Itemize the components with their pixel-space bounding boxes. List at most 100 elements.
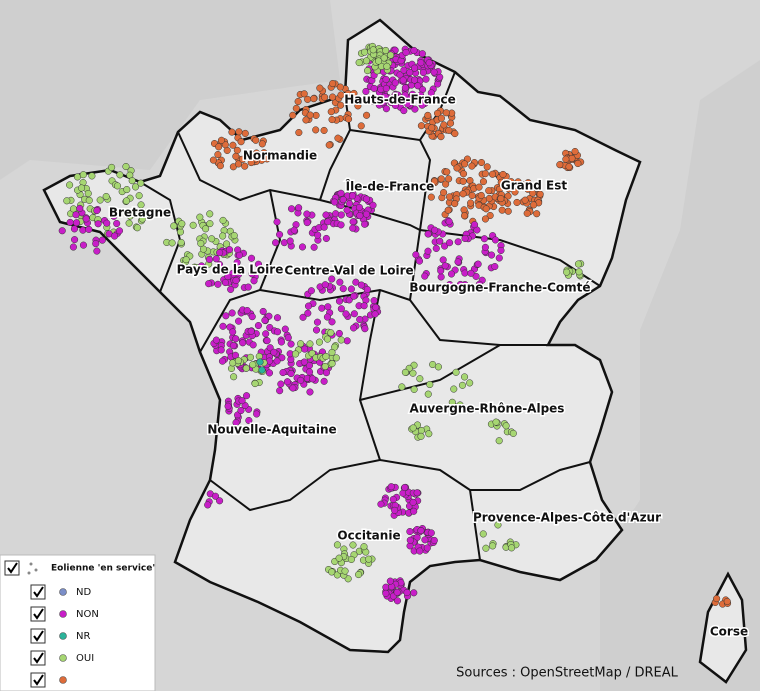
turbine-dot [320,377,328,385]
turbine-dot [110,212,118,220]
turbine-dot [225,246,234,254]
turbine-dot [485,194,493,202]
turbine-dot [337,211,345,219]
turbine-dot [382,589,390,597]
turbine-dot [85,225,93,233]
turbine-dot [364,67,372,75]
legend-title: Eolienne 'en service' [51,564,155,574]
region-label: Provence-Alpes-Côte d'Azur [473,511,661,525]
turbine-dot [489,542,497,550]
turbine-dot [504,207,512,215]
turbine-dot [277,380,285,388]
turbine-dot [286,237,294,245]
turbine-dot [245,416,253,425]
turbine-dot [349,224,357,232]
turbine-dot [249,361,257,369]
turbine-dot [232,335,240,343]
turbine-dot [209,156,217,164]
turbine-dot [331,198,339,206]
turbine-dot [241,129,249,137]
turbine-dot [342,310,350,318]
turbine-dot [273,218,281,226]
turbine-dot [252,136,260,144]
turbine-dot [362,195,370,203]
turbine-dot [335,554,343,562]
turbine-dot [327,108,335,116]
turbine-dot [362,57,371,65]
turbine-dot [485,187,493,195]
turbine-dot [58,227,66,235]
turbine-dot [339,285,347,293]
turbine-dot [442,109,450,117]
turbine-dot [303,210,311,218]
turbine-dot [424,390,432,398]
turbine-dot [251,380,259,388]
turbine-dot [468,191,476,200]
turbine-dot [63,197,71,205]
turbine-dot [536,190,544,198]
turbine-dot [441,262,449,270]
turbine-dot [310,95,318,103]
turbine-dot [304,309,312,317]
turbine-dot [416,375,424,383]
turbine-dot [459,190,467,198]
turbine-dot [460,206,468,214]
turbine-dot [404,100,412,108]
turbine-dot [133,224,141,232]
turbine-dot [135,192,143,200]
turbine-dot [391,506,399,514]
turbine-dot [321,281,329,289]
turbine-dot [508,544,516,552]
turbine-dot [258,366,266,374]
turbine-dot [304,95,312,103]
turbine-dot [259,307,267,316]
turbine-dot [432,244,440,252]
turbine-dot [273,314,282,322]
turbine-dot [248,313,256,321]
turbine-dot [258,140,266,148]
turbine-dot [276,387,284,395]
turbine-dot [211,492,220,500]
turbine-dot [349,541,357,549]
turbine-dot [323,313,331,321]
turbine-dot [116,171,124,179]
turbine-dot [410,507,418,515]
turbine-dot [391,91,399,99]
turbine-dot [427,89,435,97]
turbine-dot [362,87,370,95]
turbine-dot [279,369,287,377]
turbine-dot [424,230,432,238]
turbine-dot [261,316,269,324]
turbine-dot [477,158,486,167]
turbine-dot [467,269,475,277]
turbine-dot [459,177,467,185]
turbine-dot [138,215,146,223]
legend-label: OUI [76,653,94,664]
turbine-dot [237,406,245,415]
legend-swatch [59,654,67,662]
turbine-dot [355,59,363,67]
turbine-dot [297,376,305,384]
turbine-dot [306,340,314,348]
legend-label: NON [76,609,99,620]
turbine-dot [328,568,336,576]
turbine-dot [246,353,255,361]
turbine-dot [450,385,458,393]
turbine-dot [329,93,337,101]
turbine-dot [419,68,427,77]
turbine-dot [304,302,313,310]
turbine-dot [334,134,342,142]
turbine-dot [417,527,425,535]
turbine-dot [295,129,303,137]
turbine-dot [498,206,506,214]
turbine-dot [72,211,80,219]
turbine-dot [458,381,467,389]
turbine-dot [324,303,332,311]
turbine-dot [299,313,307,321]
turbine-dot [343,206,351,214]
turbine-dot [337,336,345,344]
turbine-dot [568,154,576,163]
turbine-dot [234,160,242,168]
